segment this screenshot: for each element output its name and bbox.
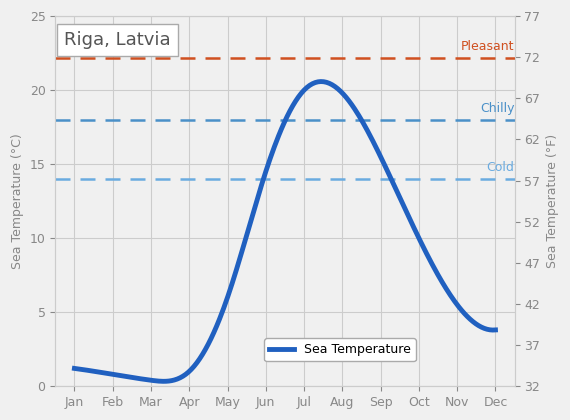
Text: Riga, Latvia: Riga, Latvia [64, 31, 171, 49]
Y-axis label: Sea Temperature (°C): Sea Temperature (°C) [11, 133, 24, 269]
Text: Cold: Cold [487, 162, 515, 174]
Legend: Sea Temperature: Sea Temperature [264, 339, 416, 362]
Y-axis label: Sea Temperature (°F): Sea Temperature (°F) [546, 134, 559, 268]
Text: Pleasant: Pleasant [461, 40, 515, 53]
Text: Chilly: Chilly [480, 102, 515, 115]
